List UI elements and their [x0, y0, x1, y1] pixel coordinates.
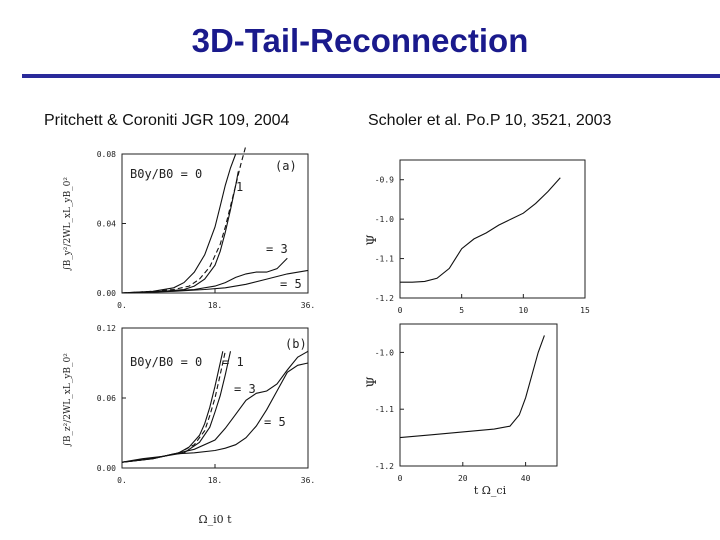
panel-b-annotation: = 1	[222, 355, 244, 369]
panel-b-xtick-label: 36.	[301, 476, 315, 485]
panel-b-annotation: B0y/B0 = 0	[130, 355, 202, 369]
panel-c-xtick-label: 10	[519, 306, 529, 315]
panel-c-ytick-label: -1.0	[375, 215, 394, 224]
panel-a-xtick-label: 0.	[117, 301, 127, 310]
panel-b-series-3-line	[121, 350, 309, 463]
panel-d-xtick-label: 20	[458, 474, 468, 483]
panel-b-xtick-label: 18.	[208, 476, 222, 485]
page-title: 3D-Tail-Reconnection	[191, 22, 529, 59]
title-underline	[22, 74, 720, 78]
panel-a-ytick-label: 0.00	[97, 289, 116, 298]
panel-a-xtick-label: 36.	[301, 301, 315, 310]
panel-d-ytick-label: -1.1	[375, 405, 394, 414]
panel-c-ylabel: Ψ	[365, 234, 380, 245]
panel-a-series-5-line	[121, 269, 309, 294]
panel-b-xlabel: Ω_i0 t	[198, 513, 232, 526]
panel-a-series-0-line	[121, 153, 237, 294]
panel-d-xtick-label: 0	[398, 474, 403, 483]
panel-b-ytick-label: 0.06	[97, 394, 116, 403]
panel-b-series-1b-line	[121, 351, 232, 463]
panel-b-xtick-label: 0.	[117, 476, 127, 485]
panel-d-ytick-label: -1.2	[375, 462, 394, 471]
panel-c-frame	[399, 159, 586, 299]
panel-d-xlabel: t Ω_ci	[474, 484, 507, 497]
panel-d-ytick-label: -1.0	[375, 348, 394, 357]
panel-b-series-1-line	[121, 351, 226, 463]
panel-a-ylabel: ∫B_y²/2WL_xL_yB_0²	[63, 177, 73, 271]
panel-a-annotation: 1	[236, 180, 243, 194]
right-caption: Scholer et al. Po.P 10, 3521, 2003	[368, 112, 612, 129]
panel-b-annotation: = 5	[264, 415, 286, 429]
panel-c-xtick-label: 15	[580, 306, 590, 315]
panel-a-annotation: = 5	[280, 277, 302, 291]
panel-d-frame	[399, 323, 558, 467]
panel-c-xtick-label: 0	[398, 306, 403, 315]
panel-b-annotation: = 3	[234, 382, 256, 396]
panel-a-series-1b-line	[121, 171, 239, 294]
panel-a-annotation: = 3	[266, 242, 288, 256]
panel-c-ytick-label: -0.9	[375, 176, 394, 185]
panel-c-ytick-label: -1.1	[375, 255, 394, 264]
panel-b-frame	[121, 327, 309, 469]
left-caption: Pritchett & Coroniti JGR 109, 2004	[44, 112, 290, 129]
panel-a-tag: (a)	[275, 159, 297, 173]
panel-c-ytick-label: -1.2	[375, 294, 394, 303]
panel-b-series-5-line	[121, 362, 309, 463]
panel-b-tag: (b)	[285, 337, 307, 351]
panel-c-series-psi-line	[400, 177, 561, 283]
panel-a-ytick-label: 0.08	[97, 150, 116, 159]
panel-b-ytick-label: 0.12	[97, 324, 116, 333]
panel-a-xtick-label: 18.	[208, 301, 222, 310]
panel-d-ylabel: Ψ	[365, 376, 380, 387]
panel-d-xtick-label: 40	[521, 474, 531, 483]
panel-c-xtick-label: 5	[459, 306, 464, 315]
panel-b-ytick-label: 0.00	[97, 464, 116, 473]
panel-b-ylabel: ∫B_z²/2WL_xL_yB_0²	[63, 353, 73, 447]
panel-a-annotation: B0y/B0 = 0	[130, 167, 202, 181]
panel-a-series-3-line	[121, 257, 288, 294]
panel-d-series-psi-line	[399, 335, 545, 439]
panel-a-ytick-label: 0.04	[97, 220, 116, 229]
